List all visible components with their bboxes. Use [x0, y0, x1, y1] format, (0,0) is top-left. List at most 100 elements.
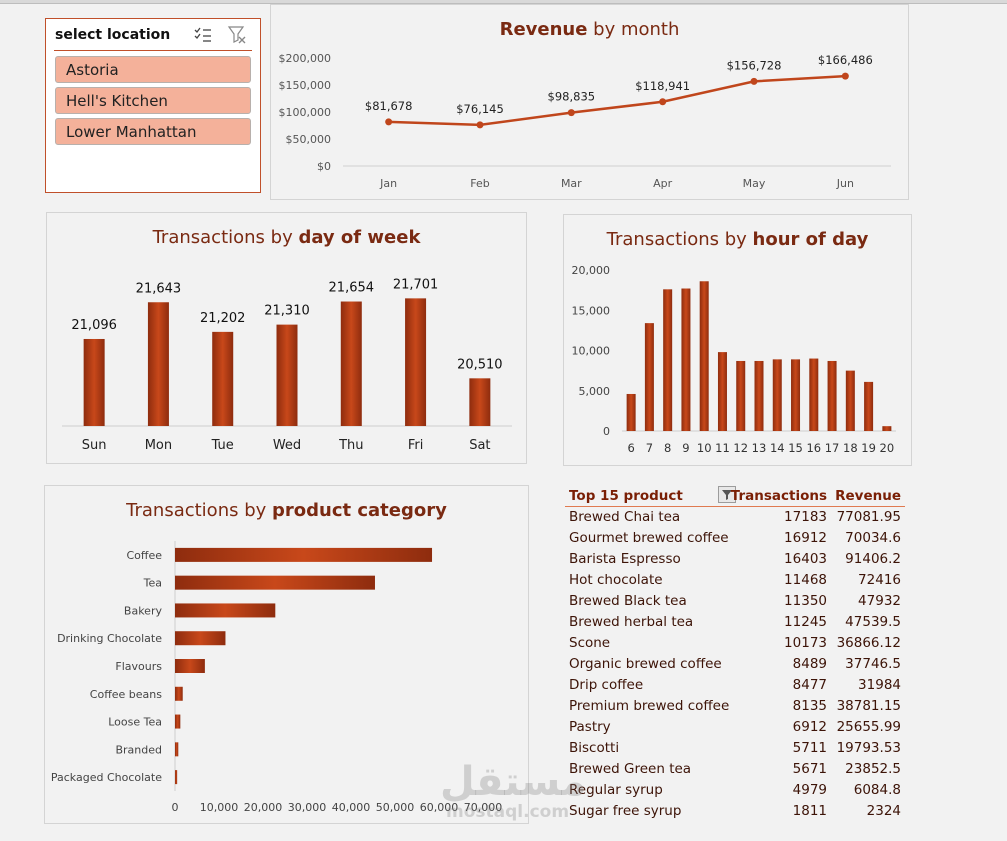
slicer-item-lower-manhattan[interactable]: Lower Manhattan	[55, 118, 251, 145]
bar	[882, 426, 892, 431]
transactions-cell: 11468	[784, 572, 827, 588]
data-point	[841, 72, 849, 80]
category-bar-chart: Coffee Tea Bakery Drinking Chocolate Flavour…	[51, 541, 502, 814]
revenue-cell: 77081.95	[836, 509, 901, 525]
transactions-cell: 11245	[784, 614, 827, 630]
y-tick-label: Tea	[143, 577, 162, 590]
x-tick-label: Tue	[211, 438, 234, 453]
bar	[175, 631, 226, 646]
revenue-cell: 38781.15	[836, 698, 901, 714]
location-slicer[interactable]: select location Astoria Hell's Kitchen L…	[45, 18, 261, 193]
x-tick-label: Feb	[470, 177, 489, 190]
bar	[175, 714, 181, 729]
x-tick-label: 20,000	[244, 801, 283, 814]
data-label: $166,486	[818, 53, 873, 67]
data-label: 20,510	[457, 357, 503, 372]
x-tick-label: 8	[664, 441, 671, 455]
bar	[736, 360, 746, 431]
data-point	[750, 77, 758, 85]
transactions-cell: 10173	[784, 635, 827, 651]
x-tick-label: 18	[843, 441, 858, 455]
bar	[175, 686, 183, 701]
y-tick-label: Coffee	[126, 549, 162, 562]
x-tick-label: 9	[682, 441, 689, 455]
table-row: Sugar free syrup 1811 2324	[565, 801, 905, 822]
multi-select-icon[interactable]	[193, 25, 213, 45]
table-row: Brewed Chai tea 17183 77081.95	[565, 507, 905, 528]
data-point	[476, 121, 484, 129]
data-label: $156,728	[727, 58, 782, 72]
bar	[147, 302, 169, 426]
bar	[681, 288, 691, 431]
data-point	[385, 118, 393, 126]
table-row: Brewed Green tea 5671 23852.5	[565, 759, 905, 780]
bar	[717, 352, 727, 431]
x-tick-label: May	[743, 177, 766, 190]
x-tick-label: Fri	[408, 438, 424, 453]
revenue-line	[388, 74, 846, 127]
slicer-item-astoria[interactable]: Astoria	[55, 56, 251, 83]
product-name-cell: Pastry	[569, 719, 611, 735]
y-tick-label: $0	[317, 160, 331, 173]
table-row: Premium brewed coffee 8135 38781.15	[565, 696, 905, 717]
bar	[663, 289, 673, 431]
revenue-chart-panel[interactable]: Revenue by month $0 $50,000 $100,000 $150,0…	[270, 4, 909, 200]
product-name-cell: Sugar free syrup	[569, 803, 682, 819]
mostaql-watermark: مستقل mostaql.com	[440, 759, 587, 822]
transactions-cell: 1811	[792, 803, 827, 819]
x-tick-label: 11	[715, 441, 730, 455]
bar	[626, 393, 636, 431]
bar	[175, 770, 178, 785]
bar	[845, 370, 855, 431]
x-tick-label: Sun	[82, 438, 107, 453]
data-label: 21,643	[136, 281, 182, 296]
product-name-cell: Brewed Chai tea	[569, 509, 681, 525]
table-row: Brewed herbal tea 11245 47539.5	[565, 612, 905, 633]
hour-chart-panel[interactable]: Transactions by hour of day 0 5,000 10,000…	[563, 214, 912, 466]
x-tick-label: 0	[172, 801, 179, 814]
slicer-header: select location	[55, 27, 171, 43]
bar	[276, 324, 298, 426]
x-tick-label: Mon	[145, 438, 172, 453]
y-tick-label: $200,000	[279, 52, 332, 65]
product-name-cell: Barista Espresso	[569, 551, 681, 567]
x-tick-label: 10	[697, 441, 712, 455]
filter-dropdown-icon[interactable]	[718, 486, 736, 503]
x-tick-label: 14	[770, 441, 785, 455]
bar	[340, 301, 362, 426]
revenue-line-chart: $0 $50,000 $100,000 $150,000 $200,000 $81,678…	[279, 52, 891, 190]
data-point	[659, 98, 667, 106]
bar	[699, 281, 709, 431]
data-label: 21,096	[71, 318, 117, 333]
header-transactions: Transactions	[730, 488, 827, 504]
slicer-divider	[54, 50, 252, 51]
bar	[175, 659, 205, 673]
hour-bar-chart: 0 5,000 10,000 15,000 20,000 6 7 8 9 10 11 12 13 14 15…	[572, 264, 896, 455]
y-tick-label: Loose Tea	[108, 716, 162, 729]
y-tick-label: Drinking Chocolate	[57, 632, 162, 645]
data-label: 21,654	[329, 281, 375, 296]
dow-chart-panel[interactable]: Transactions by day of week 21,096 Sun 21,…	[46, 212, 527, 464]
revenue-cell: 36866.12	[836, 635, 901, 651]
revenue-cell: 47932	[858, 593, 901, 609]
clear-filter-icon[interactable]	[227, 25, 247, 45]
x-tick-label: Jun	[836, 177, 854, 190]
product-name-cell: Drip coffee	[569, 677, 644, 693]
header-product[interactable]: Top 15 product	[569, 488, 683, 504]
bar	[809, 358, 819, 431]
y-tick-label: 5,000	[579, 385, 611, 398]
x-tick-label: 7	[646, 441, 653, 455]
revenue-cell: 91406.2	[845, 551, 901, 567]
revenue-cell: 25655.99	[836, 719, 901, 735]
data-label: 21,701	[393, 277, 439, 292]
transactions-cell: 8477	[792, 677, 827, 693]
data-label: 21,202	[200, 311, 246, 326]
product-name-cell: Scone	[569, 635, 611, 651]
x-tick-label: 40,000	[332, 801, 371, 814]
slicer-item-hells-kitchen[interactable]: Hell's Kitchen	[55, 87, 251, 114]
revenue-cell: 19793.53	[836, 740, 901, 756]
category-chart-panel[interactable]: Transactions by product category Coffee T…	[44, 485, 529, 824]
x-tick-label: 6	[627, 441, 634, 455]
table-row: Gourmet brewed coffee 16912 70034.6	[565, 528, 905, 549]
table-row: Scone 10173 36866.12	[565, 633, 905, 654]
